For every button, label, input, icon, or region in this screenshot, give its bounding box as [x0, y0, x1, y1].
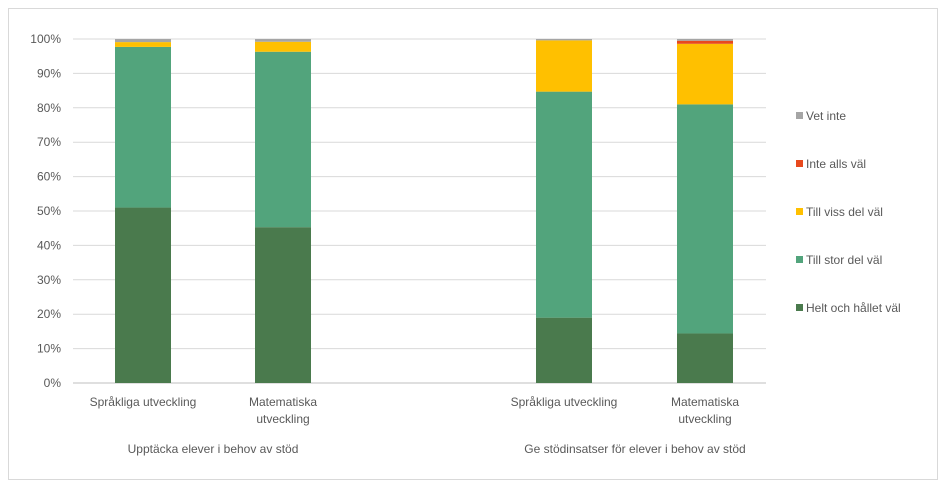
- y-tick-label: 100%: [30, 32, 61, 46]
- x-tick-label: Språkliga utveckling: [90, 395, 197, 409]
- gridlines: [73, 38, 766, 384]
- bar-segment: [255, 227, 311, 383]
- bar-segment: [115, 42, 171, 47]
- y-tick-label: 10%: [37, 342, 61, 356]
- bar-segment: [677, 43, 733, 105]
- y-tick-label: 0%: [44, 376, 62, 390]
- x-group-label: Ge stödinsatser för elever i behov av st…: [524, 442, 745, 456]
- y-tick-label: 90%: [37, 66, 61, 80]
- y-tick-label: 60%: [37, 170, 61, 184]
- bar-segment: [677, 39, 733, 41]
- y-tick-label: 30%: [37, 273, 61, 287]
- x-axis: Språkliga utveckling Matematiska utvecklin…: [90, 395, 746, 456]
- x-tick-label: Matematiska: [249, 395, 317, 409]
- bar-segment: [677, 104, 733, 334]
- legend-swatch: [796, 256, 803, 263]
- y-tick-label: 70%: [37, 135, 61, 149]
- legend-label: Till viss del väl: [806, 205, 883, 219]
- x-tick-label: Matematiska: [671, 395, 739, 409]
- legend: Vet inte Inte alls väl Till viss del väl Ti…: [796, 109, 901, 315]
- bar-segment: [255, 41, 311, 52]
- chart-area: 0% 10% 20% 30% 40% 50% 60% 70% 80% 90% 100% Språkl…: [8, 8, 938, 480]
- y-axis: 0% 10% 20% 30% 40% 50% 60% 70% 80% 90% 100%: [30, 32, 61, 390]
- bar-segment: [255, 51, 311, 228]
- bars: [115, 39, 733, 383]
- bar-segment: [115, 39, 171, 43]
- legend-swatch: [796, 160, 803, 167]
- legend-swatch: [796, 304, 803, 311]
- x-group-label: Upptäcka elever i behov av stöd: [128, 442, 299, 456]
- bar-segment: [536, 40, 592, 92]
- x-tick-label: utveckling: [256, 412, 309, 426]
- y-tick-label: 40%: [37, 238, 61, 252]
- legend-label: Vet inte: [806, 109, 846, 123]
- bar-segment: [536, 39, 592, 41]
- legend-label: Till stor del väl: [806, 253, 882, 267]
- y-tick-label: 20%: [37, 307, 61, 321]
- bar-segment: [255, 39, 311, 42]
- legend-label: Inte alls väl: [806, 157, 866, 171]
- legend-swatch: [796, 112, 803, 119]
- x-tick-label: utveckling: [678, 412, 731, 426]
- stacked-bar-chart: 0% 10% 20% 30% 40% 50% 60% 70% 80% 90% 100% Språkl…: [30, 32, 901, 456]
- y-tick-label: 80%: [37, 101, 61, 115]
- bar-segment: [536, 91, 592, 318]
- bar-segment: [115, 207, 171, 383]
- bar-segment: [536, 317, 592, 383]
- bar-segment: [677, 40, 733, 44]
- y-tick-label: 50%: [37, 204, 61, 218]
- legend-label: Helt och hållet väl: [806, 301, 901, 315]
- x-tick-label: Språkliga utveckling: [511, 395, 618, 409]
- legend-swatch: [796, 208, 803, 215]
- bar-segment: [115, 46, 171, 208]
- bar-segment: [677, 333, 733, 383]
